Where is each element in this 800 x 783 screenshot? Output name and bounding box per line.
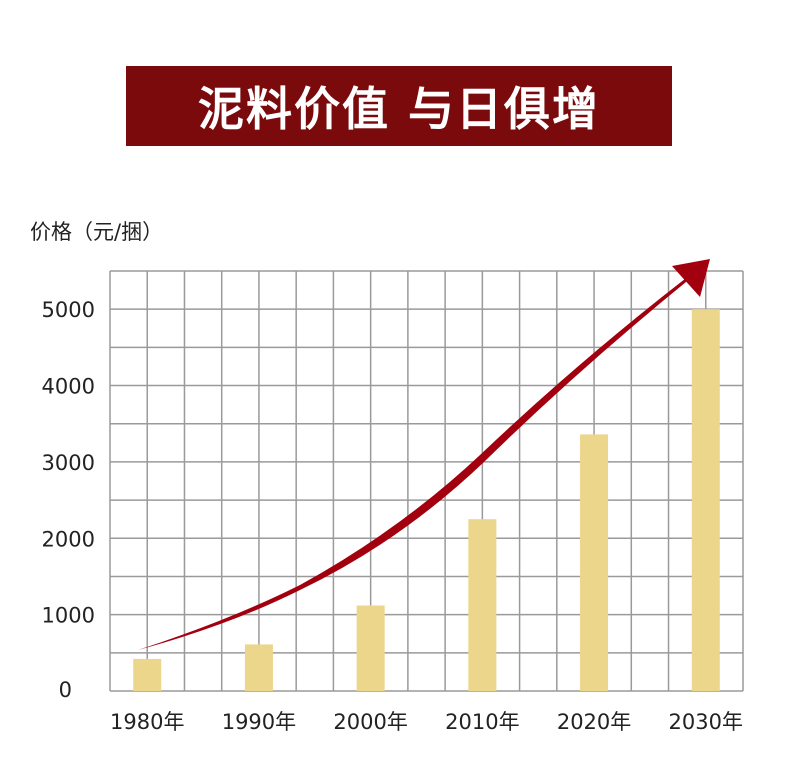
bar-2020年 [580,434,609,691]
bar-2010年 [468,519,497,691]
y-tick-label: 2000 [42,527,95,551]
bar-2000年 [356,605,385,691]
y-tick-label: 5000 [42,298,95,322]
trend-arrow-head [672,259,710,297]
y-tick-label: 4000 [42,375,95,399]
x-tick-label: 2010年 [445,710,519,734]
y-axis-label: 价格（元/捆） [30,220,164,244]
bar-1980年 [133,658,162,691]
x-tick-label: 2000年 [333,710,407,734]
x-tick-label: 2030年 [669,710,743,734]
x-tick-label: 2020年 [557,710,631,734]
chart-title: 泥料价值 与日俱增 [197,82,600,136]
y-tick-label: 3000 [42,451,95,475]
bar-2030年 [691,309,720,691]
x-tick-label: 1980年 [110,710,184,734]
y-tick-label: 0 [59,678,72,702]
bar-1990年 [244,644,273,691]
x-tick-label: 1990年 [222,710,296,734]
y-tick-label: 1000 [42,604,95,628]
title-banner: 泥料价值 与日俱增 [126,66,672,146]
